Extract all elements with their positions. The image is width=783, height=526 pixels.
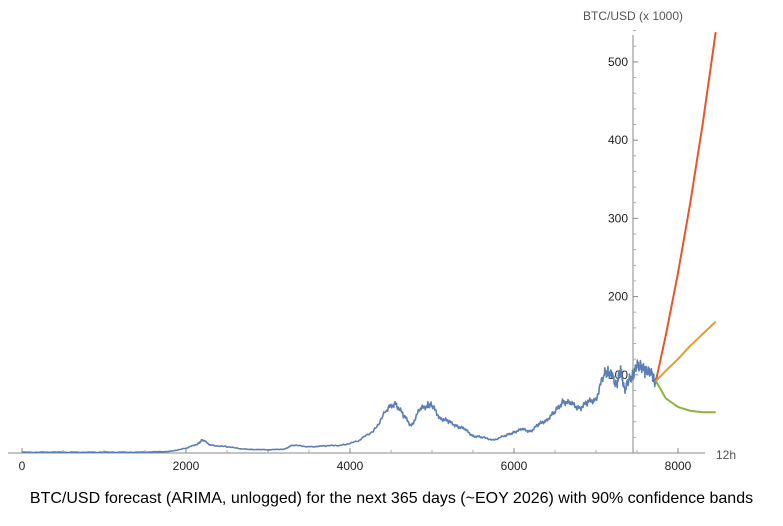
chart-caption: BTC/USD forecast (ARIMA, unlogged) for t… — [29, 490, 754, 507]
y-tick-label: 200 — [608, 290, 628, 304]
x-tick-label: 6000 — [501, 459, 528, 473]
x-tick-label: 4000 — [337, 459, 364, 473]
x-tick-label: 0 — [19, 459, 26, 473]
x-ticks: 0 2000 4000 6000 8000 — [19, 448, 720, 473]
x-tick-label: 8000 — [665, 459, 692, 473]
history-line — [21, 359, 657, 454]
x-axis-title: 12h — [716, 448, 736, 462]
y-tick-label: 400 — [608, 133, 628, 147]
axes — [8, 35, 705, 454]
upper-band-line — [654, 32, 717, 382]
y-tick-label: 500 — [608, 55, 628, 69]
x-tick-label: 2000 — [173, 459, 200, 473]
y-tick-label: 300 — [608, 211, 628, 225]
series-layer — [21, 32, 717, 454]
forecast-line — [655, 320, 717, 382]
y-axis-title: BTC/USD (x 1000) — [583, 9, 683, 23]
lower-band-line — [655, 380, 716, 414]
